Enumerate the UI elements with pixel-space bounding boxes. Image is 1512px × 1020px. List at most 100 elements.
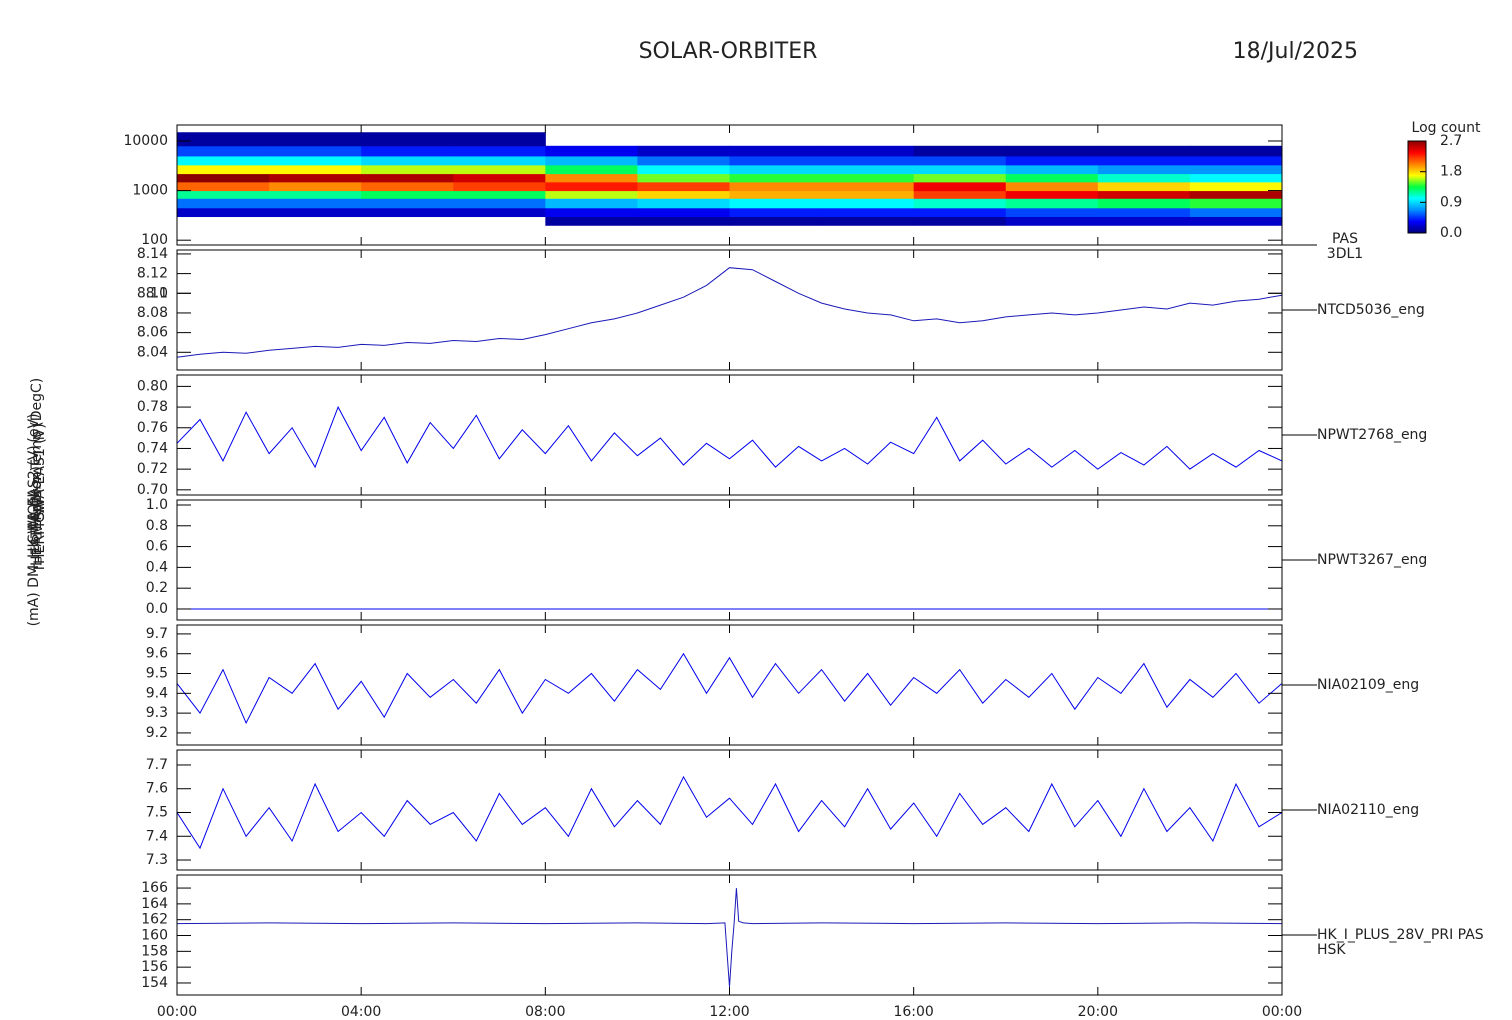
y-tick-label: 158 bbox=[141, 943, 168, 959]
heatmap-cell bbox=[637, 173, 730, 183]
heatmap-cell bbox=[453, 145, 546, 157]
heatmap-cell bbox=[545, 181, 638, 192]
y-tick-label: 0.8 bbox=[146, 518, 168, 534]
heatmap-cell bbox=[453, 164, 546, 175]
heatmap-cell bbox=[821, 173, 915, 183]
heatmap-cell bbox=[1097, 198, 1191, 209]
heatmap-cell bbox=[177, 145, 270, 157]
panel: 8.04 8.06 8.08 8.18.10 8.12 8.14 NTCD5036_eng A… bbox=[29, 246, 1425, 522]
heatmap-cell bbox=[177, 173, 270, 183]
heatmap-cell bbox=[729, 190, 823, 199]
heatmap-cell bbox=[1097, 207, 1191, 218]
x-tick-label: 12:00 bbox=[709, 1004, 749, 1020]
heatmap-cell bbox=[269, 132, 362, 147]
heatmap-cell bbox=[1005, 207, 1099, 218]
series-line bbox=[176, 775, 1283, 850]
y-tick-label: 8.08 bbox=[137, 305, 168, 321]
heatmap-cell bbox=[729, 155, 823, 166]
heatmap-cell bbox=[913, 155, 1007, 166]
y-axis-label: (mA) DM_HK_IMON bbox=[26, 494, 42, 627]
heatmap-cell bbox=[361, 145, 454, 157]
heatmap-cell bbox=[545, 190, 638, 199]
heatmap-cell bbox=[913, 181, 1007, 192]
heatmap-cell bbox=[177, 198, 270, 209]
y-axis-label: HEATER (Mon) bbox=[29, 466, 45, 566]
colorbar-tick-label: 0.0 bbox=[1440, 225, 1462, 241]
y-tick-label: 7.4 bbox=[146, 828, 168, 844]
heatmap-cell bbox=[913, 216, 1007, 226]
heatmap-cell bbox=[1189, 198, 1283, 209]
y-tick-label: 8.1 bbox=[146, 285, 168, 301]
panel: 7.3 7.4 7.5 7.6 7.7 NIA02110_eng THERMCA bbox=[32, 503, 1419, 871]
panel-frame bbox=[176, 749, 1283, 871]
heatmap-cell bbox=[1005, 181, 1099, 192]
heatmap-cell bbox=[1005, 173, 1099, 183]
y-tick-label: 7.6 bbox=[146, 781, 168, 797]
y-axis-label: (eV) bbox=[26, 413, 42, 442]
right-label: HSK bbox=[1317, 942, 1346, 958]
y-tick-label: 8.14 bbox=[137, 246, 168, 262]
heatmap-cell bbox=[637, 164, 730, 175]
date: 18/Jul/2025 bbox=[1233, 39, 1358, 64]
y-tick-label: 166 bbox=[141, 880, 168, 896]
panel: 0.0 0.2 0.4 0.6 0.8 1.0 NPWT3267_eng SWA-EAS2 (… bbox=[26, 445, 1427, 621]
y-tick-label: 0.74 bbox=[137, 440, 168, 456]
right-label: NIA02110_eng bbox=[1317, 802, 1419, 818]
title: SOLAR-ORBITER bbox=[639, 39, 818, 64]
y-axis-label: Approx Temp (DegC) bbox=[29, 378, 45, 522]
heatmap-cell bbox=[361, 173, 454, 183]
colorbar-tick-label: 1.8 bbox=[1440, 164, 1462, 180]
heatmap-cell bbox=[1189, 164, 1283, 175]
right-label: 3DL1 bbox=[1327, 246, 1363, 262]
x-tick-label: 16:00 bbox=[893, 1004, 933, 1020]
right-label: NPWT3267_eng bbox=[1317, 552, 1427, 568]
heatmap-cell bbox=[821, 207, 915, 218]
heatmap-cell bbox=[453, 132, 546, 147]
y-tick-label: 0.80 bbox=[137, 378, 168, 394]
heatmap-cell bbox=[269, 198, 362, 209]
heatmap-cell bbox=[1189, 155, 1283, 166]
y-tick-label: 9.3 bbox=[146, 705, 168, 721]
heatmap-cell bbox=[637, 198, 730, 209]
heatmap-cell bbox=[177, 132, 270, 147]
heatmap-cell bbox=[453, 190, 546, 199]
heatmap-cell bbox=[1005, 190, 1099, 199]
panel-frame bbox=[176, 624, 1283, 746]
heatmap-cell bbox=[821, 216, 915, 226]
heatmap-cell bbox=[729, 145, 823, 157]
heatmap-cell bbox=[729, 164, 823, 175]
heatmap-cell bbox=[1097, 145, 1191, 157]
heatmap-cell bbox=[1005, 145, 1099, 157]
y-tick-label: 9.5 bbox=[146, 666, 168, 682]
x-tick-label: 20:00 bbox=[1078, 1004, 1118, 1020]
y-tick-label: 10000 bbox=[123, 133, 168, 149]
heatmap-cell bbox=[1189, 173, 1283, 183]
heatmap-cell bbox=[821, 181, 915, 192]
y-tick-label: 0.72 bbox=[137, 461, 168, 477]
y-tick-label: 0.76 bbox=[137, 420, 168, 436]
heatmap-cell bbox=[1189, 190, 1283, 199]
heatmap-cell bbox=[269, 173, 362, 183]
heatmap-cell bbox=[453, 181, 546, 192]
heatmap-cell bbox=[913, 198, 1007, 209]
right-label: PAS bbox=[1332, 231, 1358, 247]
series-line bbox=[176, 267, 1283, 358]
heatmap-cell bbox=[729, 216, 823, 226]
y-tick-label: 154 bbox=[141, 975, 168, 991]
y-tick-label: 0.2 bbox=[146, 580, 168, 596]
heatmap-cell bbox=[637, 181, 730, 192]
y-tick-label: 9.4 bbox=[146, 685, 168, 701]
heatmap-cell bbox=[913, 164, 1007, 175]
heatmap-cell bbox=[821, 164, 915, 175]
heatmap-cell bbox=[729, 198, 823, 209]
y-tick-label: 7.3 bbox=[146, 852, 168, 868]
y-tick-label: 8.06 bbox=[137, 325, 168, 341]
heatmap-cell bbox=[177, 207, 270, 218]
heatmap-cell bbox=[361, 181, 454, 192]
heatmap-cell bbox=[913, 190, 1007, 199]
heatmap-cell bbox=[269, 155, 362, 166]
heatmap-cell bbox=[1097, 164, 1191, 175]
